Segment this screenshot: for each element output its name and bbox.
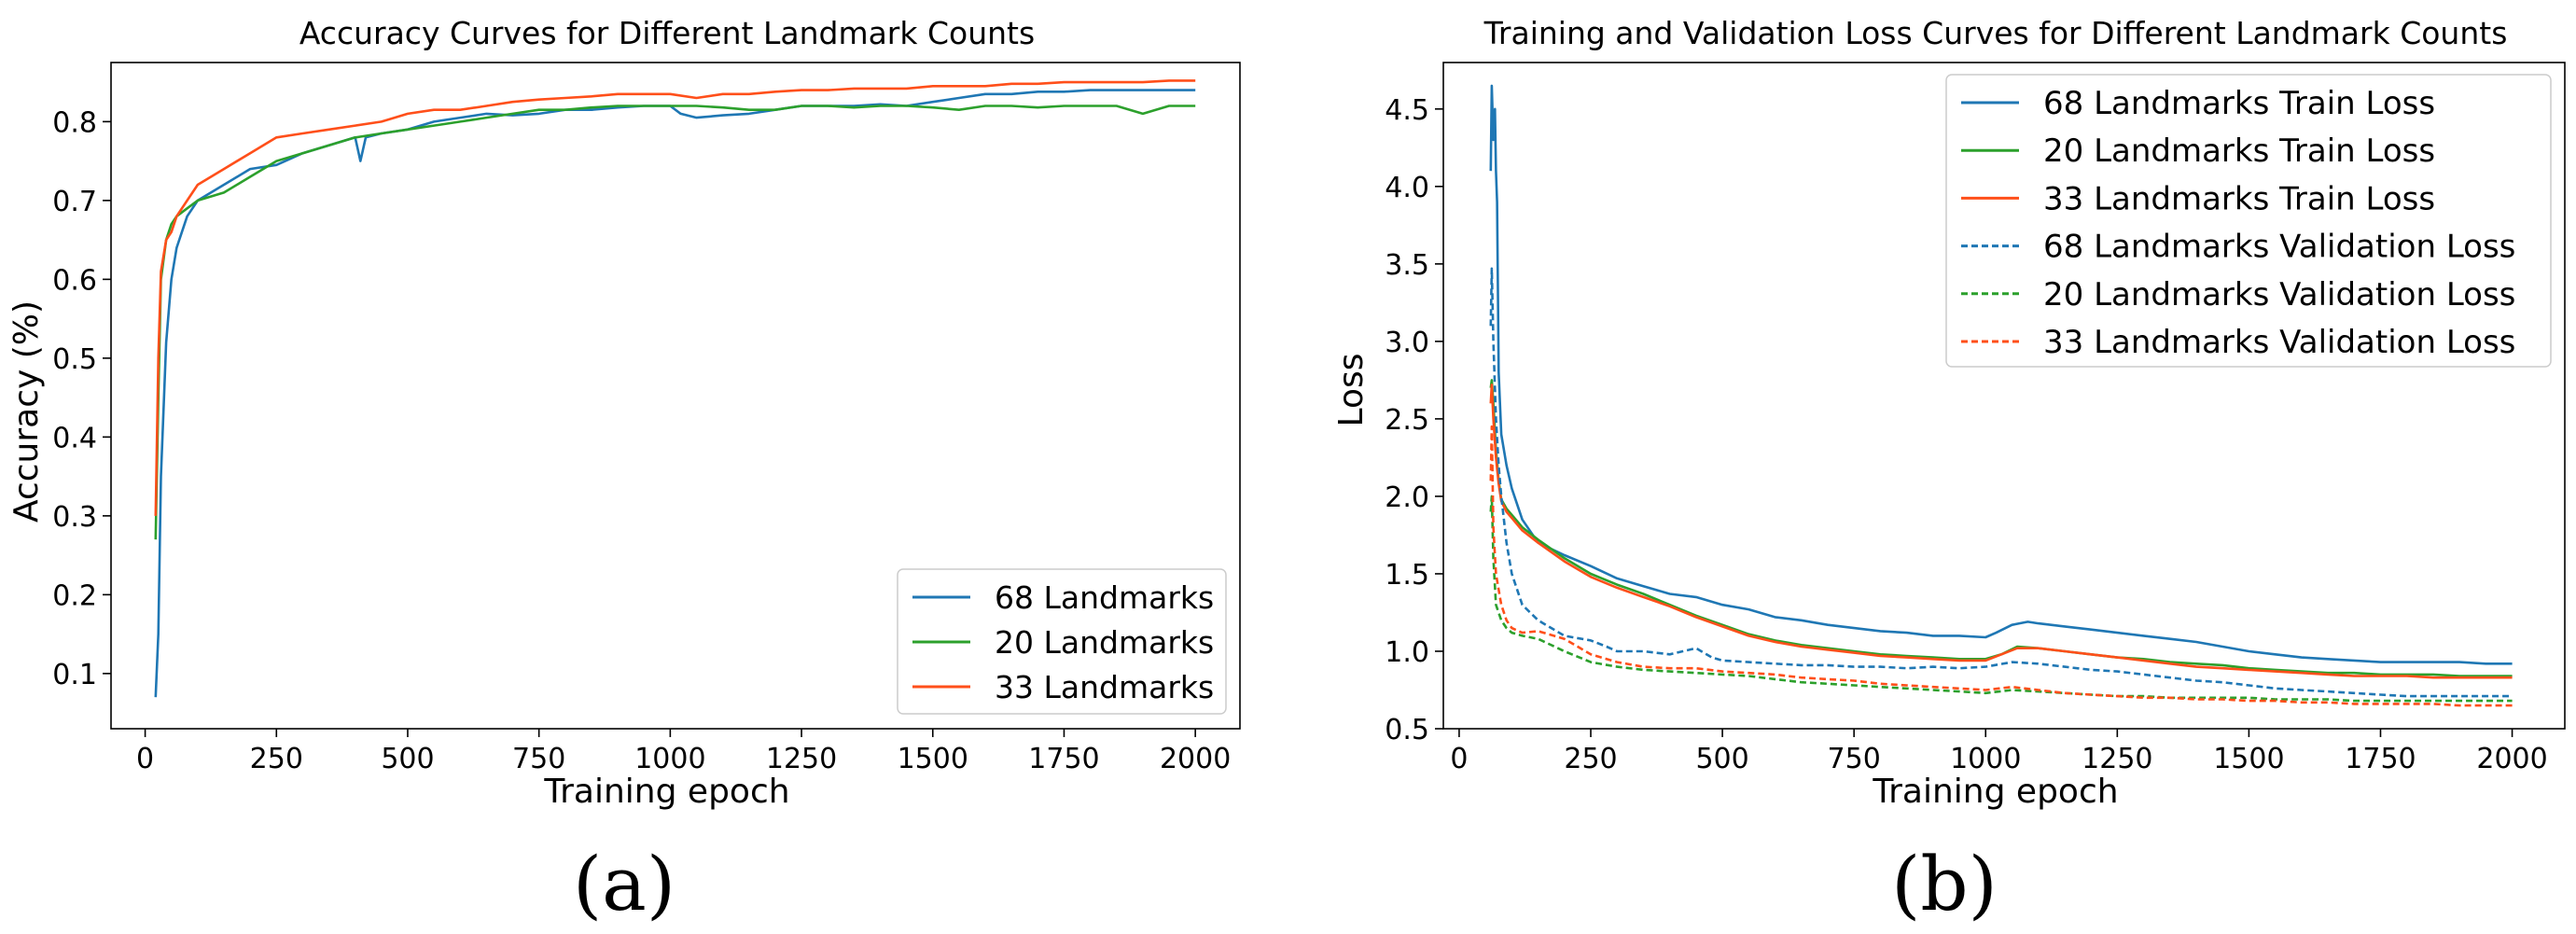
loss-xtick-label: 0 <box>1450 743 1468 775</box>
loss-legend-box <box>1945 74 2552 368</box>
accuracy-chart-title: Accuracy Curves for Different Landmark C… <box>299 15 1035 51</box>
accuracy-ytick-label: 0.4 <box>52 422 97 454</box>
loss-series-20-landmarks-validation-loss <box>1489 495 2513 703</box>
accuracy-chart: Accuracy Curves for Different Landmark C… <box>7 15 1241 811</box>
accuracy-chart-ylabel: Accuracy (%) <box>7 300 46 523</box>
accuracy-chart-xlabel: Training epoch <box>543 773 789 811</box>
accuracy-ytick-label: 0.8 <box>52 106 97 139</box>
loss-xtick-label: 750 <box>1828 743 1881 775</box>
loss-series-68-landmarks-validation-loss <box>1489 267 2513 698</box>
accuracy-series-group <box>154 79 1196 698</box>
loss-ytick-label: 0.5 <box>1385 714 1429 746</box>
loss-xtick-label: 1750 <box>2345 743 2416 775</box>
accuracy-xtick-label: 1250 <box>766 743 837 775</box>
loss-series-68-landmarks-train-loss <box>1489 84 2513 665</box>
accuracy-xtick-label: 1500 <box>898 743 968 775</box>
loss-series-33-landmarks-train-loss <box>1489 383 2513 679</box>
loss-xtick-label: 1500 <box>2213 743 2284 775</box>
accuracy-xtick-label: 750 <box>512 743 565 775</box>
loss-chart: Training and Validation Loss Curves for … <box>1332 15 2566 811</box>
accuracy-xtick-label: 2000 <box>1160 743 1231 775</box>
accuracy-legend-box <box>897 568 1227 715</box>
loss-series-33-landmarks-validation-loss <box>1489 425 2513 707</box>
loss-ytick-label: 4.5 <box>1385 94 1429 127</box>
accuracy-series-20-landmarks <box>154 105 1196 540</box>
loss-chart-title: Training and Validation Loss Curves for … <box>1483 15 2508 51</box>
accuracy-plot-frame <box>110 62 1241 730</box>
loss-legend-label-68-landmarks-validation-loss: 68 Landmarks Validation Loss <box>2043 229 2515 266</box>
loss-ytick-label: 3.0 <box>1385 327 1429 359</box>
loss-xtick-label: 250 <box>1564 743 1617 775</box>
loss-ytick-label: 1.0 <box>1385 636 1429 669</box>
accuracy-ytick-label: 0.3 <box>52 501 97 534</box>
accuracy-ytick-label: 0.7 <box>52 186 97 218</box>
loss-xtick-label: 1000 <box>1950 743 2021 775</box>
loss-xtick-label: 2000 <box>2476 743 2547 775</box>
loss-xtick-label: 1250 <box>2082 743 2152 775</box>
loss-ytick-label: 3.5 <box>1385 249 1429 282</box>
accuracy-xtick-label: 250 <box>250 743 303 775</box>
loss-legend: 68 Landmarks Train Loss 20 Landmarks Trai… <box>1945 74 2552 368</box>
loss-legend-label-20-landmarks-train-loss: 20 Landmarks Train Loss <box>2043 132 2435 170</box>
loss-legend-label-68-landmarks-train-loss: 68 Landmarks Train Loss <box>2043 85 2435 122</box>
accuracy-xtick-label: 1000 <box>634 743 705 775</box>
accuracy-ytick-label: 0.2 <box>52 579 97 612</box>
loss-series-20-landmarks-train-loss <box>1489 379 2513 677</box>
loss-chart-ylabel: Loss <box>1332 354 1371 427</box>
loss-legend-label-20-landmarks-validation-loss: 20 Landmarks Validation Loss <box>2043 276 2515 314</box>
accuracy-legend-label-20-landmarks: 20 Landmarks <box>995 624 1214 661</box>
panel-label-b: (b) <box>1891 841 1998 927</box>
accuracy-xtick-label: 1750 <box>1028 743 1099 775</box>
loss-legend-label-33-landmarks-train-loss: 33 Landmarks Train Loss <box>2043 180 2435 217</box>
accuracy-xtick-label: 0 <box>136 743 154 775</box>
loss-ytick-label: 4.0 <box>1385 172 1429 204</box>
accuracy-xtick-label: 500 <box>381 743 434 775</box>
accuracy-legend: 68 Landmarks 20 Landmarks 33 Landmarks <box>897 568 1227 715</box>
loss-plot-frame <box>1442 62 2566 730</box>
panel-label-a: (a) <box>573 841 675 927</box>
loss-ytick-label: 2.5 <box>1385 404 1429 437</box>
accuracy-series-33-landmarks <box>154 79 1196 516</box>
accuracy-ytick-label: 0.5 <box>52 343 97 376</box>
loss-series-group <box>1489 84 2513 707</box>
accuracy-legend-label-33-landmarks: 33 Landmarks <box>995 669 1214 705</box>
loss-chart-xlabel: Training epoch <box>1872 773 2118 811</box>
accuracy-series-68-landmarks <box>154 89 1196 698</box>
loss-legend-label-33-landmarks-validation-loss: 33 Landmarks Validation Loss <box>2043 324 2515 361</box>
loss-ytick-label: 1.5 <box>1385 559 1429 592</box>
accuracy-legend-label-68-landmarks: 68 Landmarks <box>995 579 1214 616</box>
accuracy-ytick-label: 0.6 <box>52 264 97 297</box>
loss-ytick-label: 2.0 <box>1385 481 1429 514</box>
loss-xtick-label: 500 <box>1695 743 1748 775</box>
accuracy-ytick-label: 0.1 <box>52 659 97 691</box>
